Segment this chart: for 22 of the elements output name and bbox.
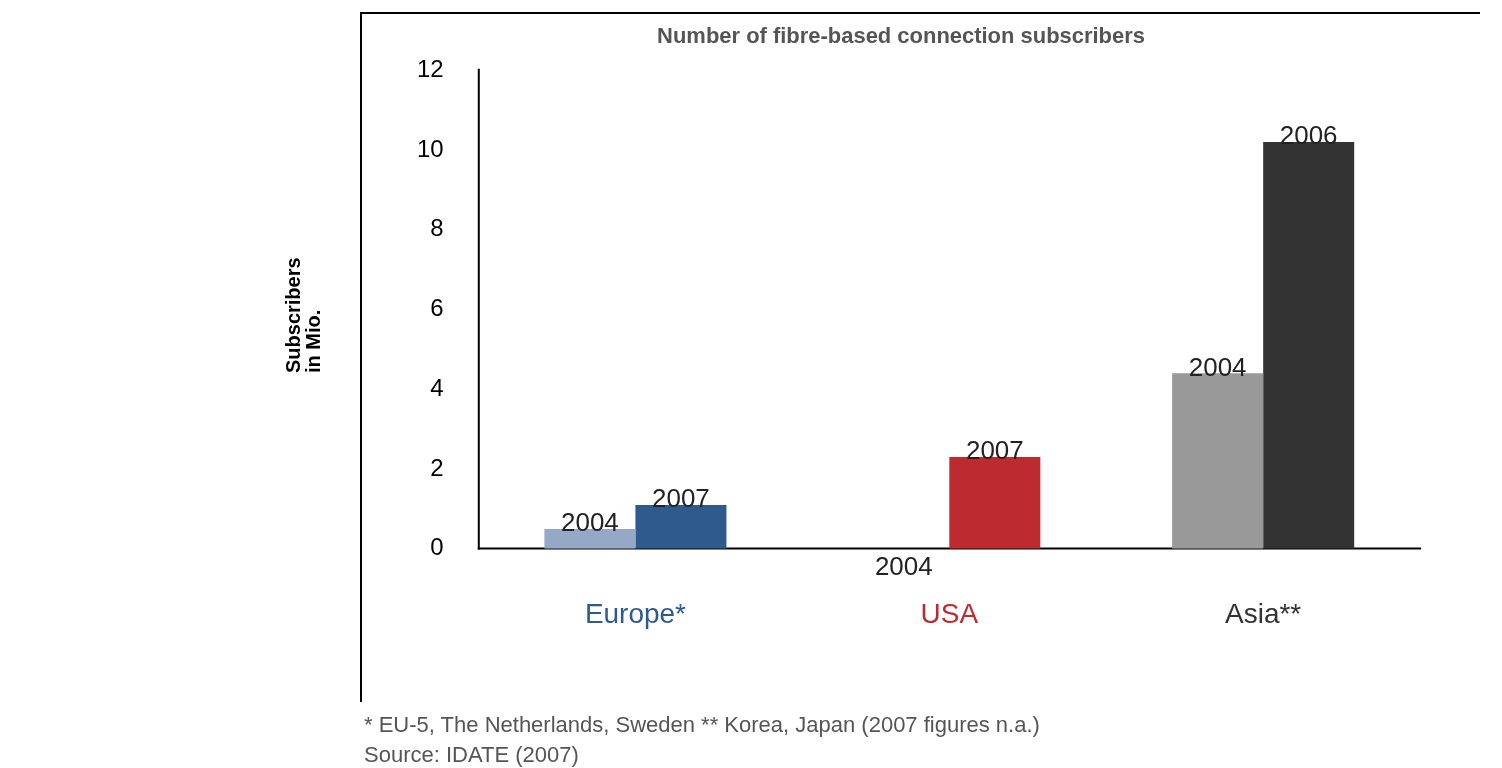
y-tick-label: 12 [416, 54, 444, 82]
y-tick-label: 0 [430, 533, 444, 561]
annotation: 2006 [1279, 121, 1338, 150]
x-tick-label: Europe* [584, 598, 687, 630]
y-axis-title: Subscribers in Mio. [282, 257, 324, 373]
y-tick-label: 4 [430, 373, 444, 401]
x-tick-label: USA [920, 598, 979, 630]
bar [949, 457, 1041, 549]
source-note: Source: IDATE (2007) [364, 741, 580, 768]
annotation: 2004 [561, 508, 619, 537]
y-tick-label: 6 [430, 294, 444, 322]
annotation: 2004 [874, 551, 933, 580]
bar [1263, 142, 1355, 549]
y-tick-label: 2 [430, 453, 444, 481]
annotation: 2004 [1188, 352, 1247, 381]
y-tick-label: 8 [430, 214, 444, 242]
annotation: 2007 [652, 484, 710, 513]
chart-title: Number of fibre-based connection subscribers [657, 23, 1145, 49]
text: * EU-5, The Netherlands, Sweden ** Korea, Japan (2007 figures n.a.) [364, 711, 1040, 739]
x-tick-label: Asia** [1225, 598, 1302, 630]
y-tick-label: 10 [416, 134, 444, 162]
annotation: 2007 [965, 436, 1024, 465]
